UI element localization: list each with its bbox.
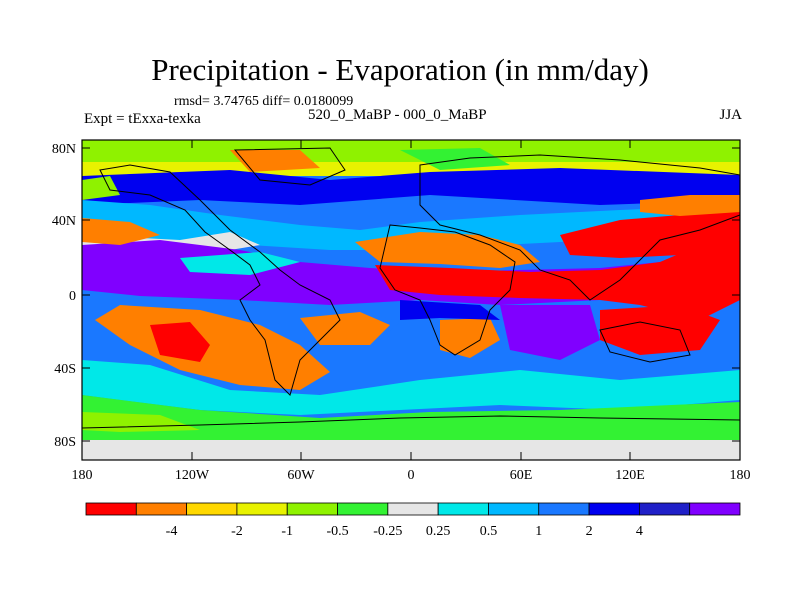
colorbar xyxy=(85,502,741,516)
tick-marks xyxy=(81,140,741,460)
colorbar-swatch xyxy=(437,502,489,516)
colorbar-swatch xyxy=(488,502,540,516)
y-tick-40s: 40S xyxy=(54,362,76,377)
colorbar-swatch xyxy=(689,502,741,516)
case-label: 520_0_MaBP - 000_0_MaBP xyxy=(308,107,487,123)
colorbar-swatch xyxy=(638,502,691,516)
y-tick-40n: 40N xyxy=(52,214,76,229)
y-tick-80s: 80S xyxy=(54,435,76,450)
colorbar-swatch xyxy=(135,502,188,516)
rmsd-diff-stats: rmsd= 3.74765 diff= 0.0180099 xyxy=(174,94,354,109)
colorbar-label: -2 xyxy=(231,524,243,539)
colorbar-swatch xyxy=(186,502,238,516)
colorbar-swatch xyxy=(337,502,389,516)
x-tick-180e: 180 xyxy=(730,468,751,483)
colorbar-label: -0.25 xyxy=(373,524,402,539)
colorbar-label: -4 xyxy=(166,524,178,539)
map-title: Precipitation - Evaporation (in mm/day) xyxy=(151,52,649,87)
colorbar-swatch xyxy=(387,502,439,516)
experiment-label: Expt = tExxa-texka xyxy=(84,111,201,127)
colorbar-swatch xyxy=(538,502,590,516)
colorbar-label: 4 xyxy=(636,524,643,539)
colorbar-swatch xyxy=(588,502,640,516)
y-tick-80n: 80N xyxy=(52,142,76,157)
x-tick-180w: 180 xyxy=(72,468,93,483)
colorbar-labels: -4 -2 -1 -0.5 -0.25 0.25 0.5 1 2 4 xyxy=(166,524,643,539)
colorbar-label: 0.25 xyxy=(426,524,451,539)
colorbar-label: -0.5 xyxy=(326,524,348,539)
colorbar-label: 2 xyxy=(586,524,593,539)
colorbar-label: -1 xyxy=(281,524,293,539)
colorbar-label: 1 xyxy=(535,524,542,539)
x-tick-0: 0 xyxy=(408,468,415,483)
x-tick-120e: 120E xyxy=(615,468,645,483)
colorbar-swatch xyxy=(286,502,338,516)
x-tick-60w: 60W xyxy=(287,468,315,483)
x-tick-120w: 120W xyxy=(175,468,210,483)
x-tick-60e: 60E xyxy=(510,468,533,483)
coastline-outlines xyxy=(82,147,740,429)
colorbar-swatch xyxy=(85,502,137,516)
y-tick-0: 0 xyxy=(69,289,76,304)
season-label: JJA xyxy=(719,107,742,123)
precip-evap-field xyxy=(82,140,740,460)
colorbar-label: 0.5 xyxy=(480,524,498,539)
colorbar-swatch xyxy=(236,502,288,516)
